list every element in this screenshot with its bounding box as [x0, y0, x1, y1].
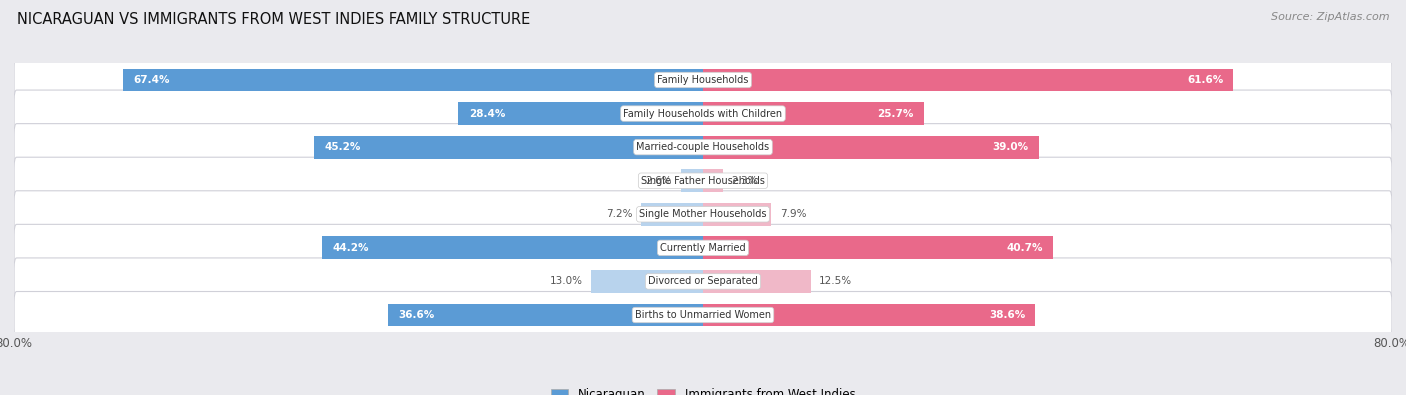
Text: Currently Married: Currently Married	[661, 243, 745, 253]
Text: Births to Unmarried Women: Births to Unmarried Women	[636, 310, 770, 320]
Text: Source: ZipAtlas.com: Source: ZipAtlas.com	[1271, 12, 1389, 22]
Bar	[703, 169, 723, 192]
Bar	[322, 237, 703, 259]
FancyBboxPatch shape	[14, 157, 1392, 204]
Bar	[703, 136, 1039, 158]
Bar	[703, 102, 924, 125]
Bar	[703, 69, 1233, 91]
Bar	[388, 304, 703, 326]
Bar	[314, 136, 703, 158]
Bar	[703, 203, 770, 226]
Bar	[703, 270, 811, 293]
Bar	[591, 270, 703, 293]
Text: Single Mother Households: Single Mother Households	[640, 209, 766, 219]
Text: Family Households with Children: Family Households with Children	[623, 109, 783, 118]
Text: 39.0%: 39.0%	[993, 142, 1029, 152]
Text: Divorced or Separated: Divorced or Separated	[648, 276, 758, 286]
FancyBboxPatch shape	[14, 292, 1392, 339]
Text: NICARAGUAN VS IMMIGRANTS FROM WEST INDIES FAMILY STRUCTURE: NICARAGUAN VS IMMIGRANTS FROM WEST INDIE…	[17, 12, 530, 27]
Bar	[681, 169, 703, 192]
Text: 40.7%: 40.7%	[1007, 243, 1043, 253]
FancyBboxPatch shape	[14, 191, 1392, 238]
Text: 38.6%: 38.6%	[988, 310, 1025, 320]
Bar	[641, 203, 703, 226]
Text: 13.0%: 13.0%	[550, 276, 582, 286]
FancyBboxPatch shape	[14, 258, 1392, 305]
Text: 7.2%: 7.2%	[606, 209, 633, 219]
Text: Married-couple Households: Married-couple Households	[637, 142, 769, 152]
FancyBboxPatch shape	[14, 224, 1392, 271]
Text: 45.2%: 45.2%	[323, 142, 360, 152]
Text: Family Households: Family Households	[658, 75, 748, 85]
Bar	[458, 102, 703, 125]
Bar	[122, 69, 703, 91]
Text: 44.2%: 44.2%	[333, 243, 370, 253]
Text: 67.4%: 67.4%	[134, 75, 169, 85]
FancyBboxPatch shape	[14, 56, 1392, 103]
Text: Single Father Households: Single Father Households	[641, 176, 765, 186]
Text: 28.4%: 28.4%	[468, 109, 505, 118]
Text: 12.5%: 12.5%	[820, 276, 852, 286]
Text: 2.6%: 2.6%	[645, 176, 672, 186]
Text: 36.6%: 36.6%	[398, 310, 434, 320]
Legend: Nicaraguan, Immigrants from West Indies: Nicaraguan, Immigrants from West Indies	[551, 388, 855, 395]
Text: 25.7%: 25.7%	[877, 109, 914, 118]
Bar	[703, 237, 1053, 259]
Bar	[703, 304, 1035, 326]
FancyBboxPatch shape	[14, 124, 1392, 171]
Text: 61.6%: 61.6%	[1187, 75, 1223, 85]
FancyBboxPatch shape	[14, 90, 1392, 137]
Text: 2.3%: 2.3%	[731, 176, 758, 186]
Text: 7.9%: 7.9%	[780, 209, 806, 219]
